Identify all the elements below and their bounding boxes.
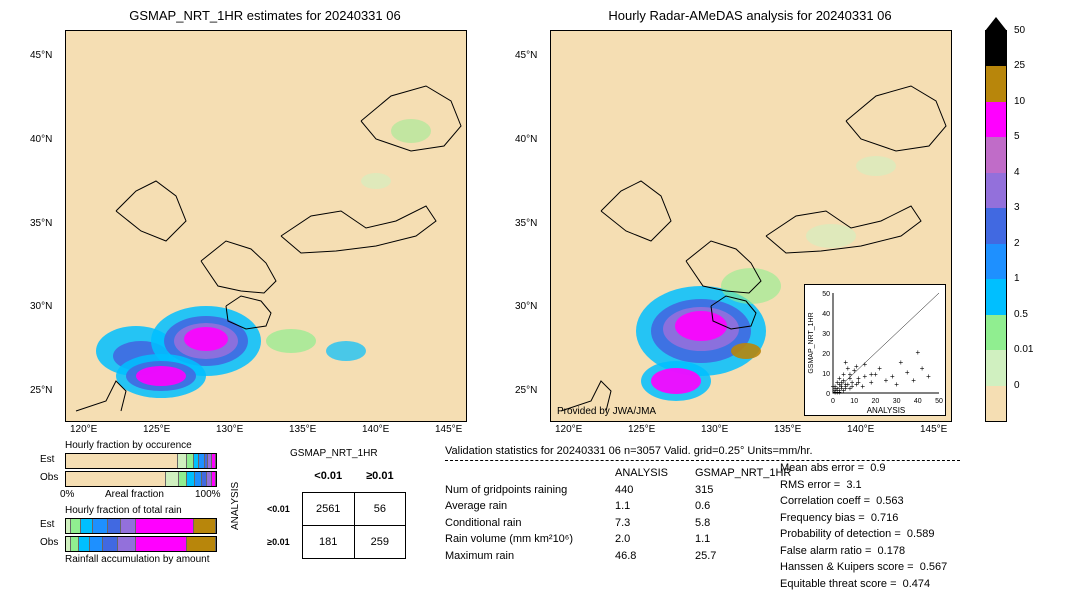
total-title: Hourly fraction of total rain [65, 505, 182, 516]
ct-col1: <0.01 [302, 460, 354, 493]
svg-text:ANALYSIS: ANALYSIS [867, 406, 906, 415]
svg-text:+: + [843, 358, 848, 367]
scatter-inset: 0010102020303040405050++++++++++++++++++… [804, 284, 946, 416]
stats-header: Validation statistics for 20240331 06 n=… [445, 445, 813, 457]
svg-text:+: + [899, 358, 904, 367]
attribution-text: Provided by JWA/JMA [557, 406, 656, 417]
ct-title: GSMAP_NRT_1HR [290, 448, 378, 459]
left-map-title: GSMAP_NRT_1HR estimates for 20240331 06 [65, 8, 465, 23]
svg-text:30: 30 [822, 331, 830, 338]
svg-text:+: + [837, 386, 842, 395]
est-label-2: Est [40, 519, 54, 530]
svg-text:+: + [869, 378, 874, 387]
svg-text:20: 20 [822, 351, 830, 358]
svg-text:30: 30 [893, 398, 901, 405]
left-map [65, 30, 467, 422]
occurrence-title: Hourly fraction by occurence [65, 440, 192, 451]
svg-text:+: + [850, 382, 855, 391]
colorbar: 502510543210.50.010 [985, 30, 1007, 422]
svg-text:+: + [831, 382, 836, 391]
stats-col-analysis: ANALYSIS [615, 465, 695, 482]
ct-c21: 181 [302, 526, 354, 559]
fraction-bar-obs-total [65, 536, 217, 552]
xt0-1: 0% [60, 489, 74, 500]
fraction-bar-obs-occurrence [65, 471, 217, 487]
contingency-table: <0.01≥0.01 <0.01256156 ≥0.01181259 [255, 460, 406, 559]
svg-text:50: 50 [935, 398, 943, 405]
svg-text:+: + [877, 364, 882, 373]
obs-label-2: Obs [40, 537, 58, 548]
svg-text:+: + [905, 368, 910, 377]
svg-text:40: 40 [914, 398, 922, 405]
svg-text:0: 0 [826, 391, 830, 398]
svg-text:+: + [884, 376, 889, 385]
obs-label-1: Obs [40, 472, 58, 483]
right-map: Provided by JWA/JMA 00 10 10 20 20 30 30 40 40 50… [550, 30, 952, 422]
stats-left-block: ANALYSISGSMAP_NRT_1HR Num of gridpoints … [445, 465, 805, 564]
ct-ylabel: ANALYSIS [230, 482, 241, 530]
ct-row2: ≥0.01 [255, 526, 302, 559]
svg-text:+: + [856, 378, 861, 387]
stats-right-block: Mean abs error = 0.9RMS error = 3.1Corre… [780, 460, 947, 592]
svg-text:+: + [862, 360, 867, 369]
svg-text:GSMAP_NRT_1HR: GSMAP_NRT_1HR [808, 312, 815, 373]
svg-text:+: + [854, 362, 859, 371]
svg-text:0: 0 [831, 398, 835, 405]
svg-text:40: 40 [822, 311, 830, 318]
svg-text:+: + [915, 348, 920, 357]
fraction-bar-est-occurrence [65, 453, 217, 469]
svg-text:+: + [843, 384, 848, 393]
ct-c12: 56 [354, 493, 405, 526]
fraction-bar-est-total [65, 518, 217, 534]
svg-text:+: + [860, 382, 865, 391]
xlabel2: Rainfall accumulation by amount [65, 554, 210, 565]
svg-text:+: + [862, 372, 867, 381]
xt1-1: 100% [195, 489, 221, 500]
svg-text:10: 10 [850, 398, 858, 405]
xlabel1: Areal fraction [105, 489, 164, 500]
svg-text:10: 10 [822, 371, 830, 378]
ct-c22: 259 [354, 526, 405, 559]
svg-text:20: 20 [872, 398, 880, 405]
est-label-1: Est [40, 454, 54, 465]
svg-text:+: + [894, 380, 899, 389]
svg-text:+: + [869, 370, 874, 379]
ct-c11: 2561 [302, 493, 354, 526]
ct-col2: ≥0.01 [354, 460, 405, 493]
svg-text:+: + [848, 370, 853, 379]
ct-row1: <0.01 [255, 493, 302, 526]
svg-text:+: + [926, 372, 931, 381]
svg-text:+: + [911, 376, 916, 385]
svg-text:+: + [920, 364, 925, 373]
right-map-title: Hourly Radar-AMeDAS analysis for 2024033… [550, 8, 950, 23]
svg-text:50: 50 [822, 291, 830, 298]
